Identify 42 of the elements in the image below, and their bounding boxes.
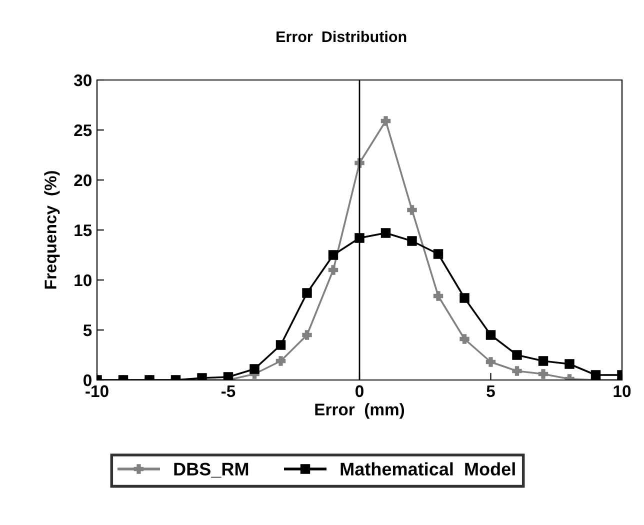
chart-title: Error Distribution	[276, 30, 406, 42]
point	[223, 372, 234, 380]
y-tick-label: 10	[74, 274, 92, 286]
point	[512, 366, 522, 376]
point	[486, 330, 496, 340]
point	[460, 334, 470, 344]
point	[302, 288, 312, 298]
legend-label: Mathematical Model	[340, 462, 515, 476]
x-tick-label: -5	[221, 385, 236, 398]
point	[328, 265, 338, 275]
point	[564, 359, 574, 369]
y-axis-title: Frequency (%)	[44, 171, 60, 289]
point	[538, 369, 548, 379]
point	[276, 356, 286, 366]
x-tick-label: -10	[86, 385, 108, 398]
point	[407, 236, 417, 246]
point	[380, 116, 391, 126]
y-tick-label: 5	[83, 324, 92, 336]
legend-label: DBS_RM	[174, 462, 248, 478]
point	[276, 340, 286, 350]
y-tick-label: 25	[74, 124, 92, 136]
y-tick-label: 15	[74, 224, 92, 236]
point	[538, 356, 548, 366]
x-tick-label: 5	[486, 385, 495, 398]
x-tick-label: 0	[356, 385, 364, 398]
y-tick-label: 30	[74, 74, 92, 86]
point	[250, 364, 260, 374]
point	[486, 357, 496, 367]
x-tick-label: 10	[614, 385, 631, 398]
point	[354, 233, 364, 243]
point	[328, 250, 338, 260]
point	[590, 370, 601, 380]
point	[512, 350, 522, 360]
point	[302, 330, 312, 340]
point	[407, 205, 417, 215]
y-tick-label: 0	[84, 374, 92, 386]
point	[380, 228, 391, 238]
point	[433, 291, 444, 301]
y-tick-label: 20	[74, 174, 92, 186]
x-axis-title: Error (mm)	[315, 403, 404, 419]
point	[460, 293, 470, 303]
point	[433, 249, 444, 259]
